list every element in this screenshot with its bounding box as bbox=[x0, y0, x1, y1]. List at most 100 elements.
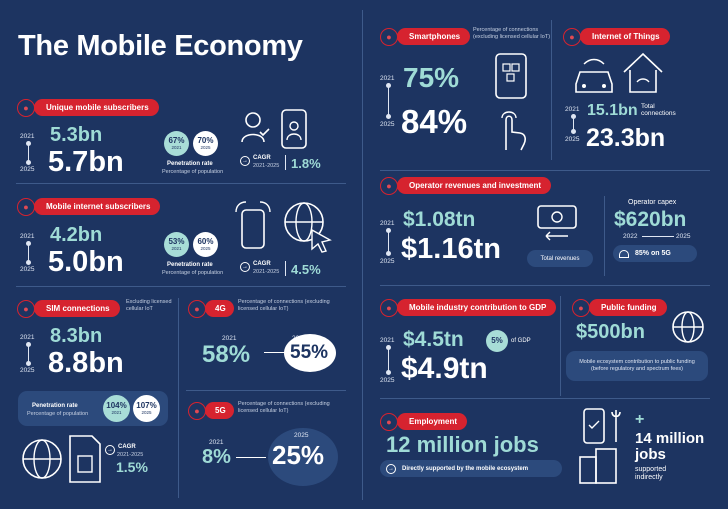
4g-2025: 55% bbox=[290, 342, 329, 363]
employment-value: 12 million jobs bbox=[386, 432, 539, 457]
year-end: 2025 bbox=[20, 166, 35, 173]
divider bbox=[16, 183, 346, 184]
5g-2025: 25% bbox=[272, 440, 325, 470]
5g-pill: 5G bbox=[205, 402, 234, 419]
timeline bbox=[26, 342, 31, 366]
divider bbox=[560, 296, 561, 396]
operator-pill: Operator revenues and investment bbox=[397, 177, 552, 194]
wrench-icon bbox=[611, 410, 621, 442]
year-start: 2021 bbox=[380, 220, 395, 227]
cagr-label: CAGR bbox=[253, 261, 271, 267]
gdp-2021: $4.5tn bbox=[403, 328, 464, 351]
penetration-subtitle: Percentage of population bbox=[27, 411, 89, 417]
timeline bbox=[571, 114, 576, 134]
subscriber-icon: ● bbox=[17, 99, 35, 117]
penetration-2025: 107% 2025 bbox=[133, 395, 160, 422]
cagr-arrow-icon: → bbox=[240, 262, 250, 272]
capex-to: 2025 bbox=[676, 233, 691, 240]
divider bbox=[285, 261, 286, 276]
arrow-icon: → bbox=[386, 463, 396, 474]
smartphone-apps-icon bbox=[495, 53, 527, 99]
gauge-icon bbox=[619, 249, 629, 258]
4g-2021: 58% bbox=[202, 341, 251, 368]
4g-note: Percentage of connections (excluding lic… bbox=[238, 299, 330, 312]
funding-pill: Public funding bbox=[589, 299, 667, 316]
cagr-years: 2021-2025 bbox=[253, 269, 280, 275]
timeline bbox=[26, 141, 31, 165]
sim-2025: 8.8bn bbox=[48, 347, 124, 379]
year-start: 2021 bbox=[380, 337, 395, 344]
cagr-label: CAGR bbox=[253, 155, 271, 161]
divider bbox=[551, 20, 552, 160]
car-wifi-icon bbox=[575, 58, 613, 93]
penetration-2021: 104% 2021 bbox=[103, 395, 130, 422]
penetration-title: Penetration rate bbox=[32, 403, 78, 409]
sim-cagr: 1.5% bbox=[116, 459, 148, 475]
bank-icon: ● bbox=[572, 299, 590, 317]
on5g-label: 85% on 5G bbox=[635, 250, 671, 257]
4g-arrow bbox=[264, 352, 288, 353]
sim-icon: ● bbox=[17, 300, 35, 318]
cagr-years: 2021-2025 bbox=[117, 452, 144, 458]
cagr-years: 2021-2025 bbox=[253, 163, 280, 169]
subscribers-cagr: 1.8% bbox=[291, 156, 321, 171]
total-revenues-box: Total revenues bbox=[527, 250, 593, 267]
person-check-icon bbox=[241, 112, 270, 143]
sim-card-icon bbox=[69, 435, 101, 483]
year-end: 2025 bbox=[380, 377, 395, 384]
sim-note: Excluding licensed cellular IoT bbox=[126, 299, 172, 312]
timeline bbox=[26, 241, 31, 265]
cagr-label: CAGR bbox=[118, 444, 136, 450]
column-divider bbox=[362, 10, 363, 500]
funding-value: $500bn bbox=[576, 321, 645, 343]
smart-home-icon bbox=[623, 52, 663, 93]
year-start: 2021 bbox=[565, 106, 580, 113]
hand-tap-icon bbox=[501, 111, 526, 151]
year-end: 2025 bbox=[20, 367, 35, 374]
capex-from: 2022 bbox=[623, 233, 638, 240]
funding-description: Mobile ecosystem contribution to public … bbox=[566, 351, 708, 381]
5g-note: Percentage of connections (excluding lic… bbox=[238, 401, 330, 414]
revenue-icon: ● bbox=[380, 177, 398, 195]
penetration-title: Penetration rate bbox=[167, 161, 213, 167]
penetration-subtitle: Percentage of population bbox=[162, 169, 224, 175]
year-end: 2025 bbox=[380, 121, 395, 128]
year-start: 2021 bbox=[380, 75, 395, 82]
capex-value: $620bn bbox=[614, 208, 687, 231]
globe-cursor-icon bbox=[284, 202, 332, 253]
indirect-jobs-label: supported indirectly bbox=[635, 466, 667, 482]
gdp-pill: Mobile industry contribution to GDP bbox=[397, 299, 557, 316]
page-title: The Mobile Economy bbox=[18, 30, 303, 62]
cagr-arrow-icon: → bbox=[240, 156, 250, 166]
smartphones-2025: 84% bbox=[401, 103, 468, 140]
gdp-icon: ● bbox=[380, 299, 398, 317]
timeline bbox=[386, 345, 391, 375]
5g-2025-circle bbox=[268, 428, 338, 486]
smartphones-note: Percentage of connections (excluding lic… bbox=[473, 27, 551, 40]
phone-buildings-icon bbox=[579, 408, 617, 484]
penetration-2025: 70% 2025 bbox=[193, 131, 218, 156]
direct-jobs-label: Directly supported by the mobile ecosyst… bbox=[402, 465, 529, 472]
employment-icon: ● bbox=[380, 413, 398, 431]
gdp-percent: 5% bbox=[486, 330, 508, 352]
subscribers-2025: 5.7bn bbox=[48, 146, 124, 178]
phone-signal-icon bbox=[235, 201, 271, 249]
iot-pill: Internet of Things bbox=[580, 28, 670, 45]
penetration-2021: 53% 2021 bbox=[164, 232, 189, 257]
year-end: 2025 bbox=[565, 136, 580, 143]
internet-2025: 5.0bn bbox=[48, 246, 124, 278]
penetration-2025: 60% 2025 bbox=[193, 232, 218, 257]
4g-2025-circle bbox=[284, 334, 336, 372]
gdp-2025: $4.9tn bbox=[401, 352, 488, 385]
timeline bbox=[386, 83, 391, 119]
cash-arrow-icon bbox=[537, 205, 577, 241]
indirect-jobs-value: 14 million jobs bbox=[635, 430, 705, 463]
penetration-title: Penetration rate bbox=[167, 262, 213, 268]
divider bbox=[285, 155, 286, 170]
cagr-arrow-icon: → bbox=[105, 445, 115, 455]
plus-sign: + bbox=[635, 411, 645, 428]
smartphone-icon: ● bbox=[380, 28, 398, 46]
subscribers-2021: 5.3bn bbox=[50, 124, 103, 146]
sim-connections-pill: SIM connections bbox=[34, 300, 120, 317]
iot-2021-label: Total connections bbox=[641, 103, 676, 117]
